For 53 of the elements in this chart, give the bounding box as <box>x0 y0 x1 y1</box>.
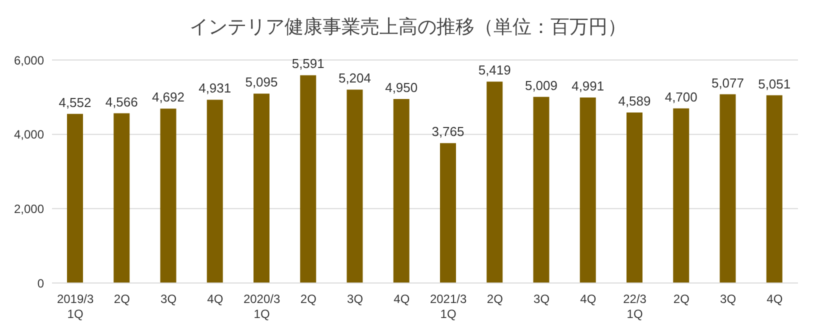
bar <box>393 99 410 283</box>
x-tick-label: 2021/3 1Q <box>430 292 467 321</box>
data-label: 4,931 <box>198 80 232 96</box>
bar <box>766 95 782 283</box>
x-tick-label: 3Q <box>534 292 550 306</box>
bar <box>346 90 363 283</box>
x-tick-label: 2019/3 1Q <box>56 292 94 321</box>
bar <box>160 108 176 283</box>
data-label: 5,591 <box>292 56 324 72</box>
x-tick-label: 3Q <box>720 292 736 306</box>
chart-title: インテリア健康事業売上高の推移（単位：百万円） <box>188 16 628 40</box>
data-label: 4,700 <box>664 89 698 104</box>
data-label: 5,419 <box>478 62 511 78</box>
x-tick-label: 3Q <box>347 292 364 306</box>
x-tick-label: 22/3 1Q <box>623 292 647 321</box>
bar <box>206 100 223 283</box>
bar <box>254 94 270 283</box>
data-label: 4,589 <box>618 93 651 108</box>
data-label: 4,552 <box>58 94 92 110</box>
data-label: 5,095 <box>245 74 278 90</box>
bar <box>580 98 596 283</box>
x-tick-label: 4Q <box>394 292 410 306</box>
bar <box>440 143 456 283</box>
data-label: 5,051 <box>758 76 791 92</box>
data-label: 4,950 <box>385 80 418 96</box>
y-tick-label: 2,000 <box>14 202 44 216</box>
y-tick-label: 6,000 <box>14 53 44 68</box>
data-label: 5,009 <box>524 78 558 93</box>
bar <box>67 114 83 283</box>
data-label: 4,991 <box>572 78 604 94</box>
x-tick-label: 2Q <box>673 292 690 306</box>
bar <box>114 113 130 283</box>
x-tick-label: 3Q <box>160 292 177 306</box>
y-tick-label: 0 <box>37 276 44 290</box>
data-label: 5,204 <box>338 70 372 86</box>
x-tick-label: 4Q <box>207 292 224 306</box>
x-tick-label: 2Q <box>114 292 130 306</box>
data-label: 4,566 <box>105 94 138 110</box>
bar <box>533 96 550 283</box>
data-label: 5,077 <box>711 75 744 90</box>
bar <box>673 108 690 283</box>
x-tick-label: 4Q <box>766 292 783 306</box>
bar <box>720 94 736 283</box>
x-tick-label: 4Q <box>580 292 596 306</box>
bar <box>300 75 316 283</box>
data-label: 4,692 <box>152 90 185 105</box>
x-tick-label: 2Q <box>300 292 316 306</box>
x-tick-label: 2020/3 1Q <box>243 292 280 321</box>
x-tick-label: 2Q <box>486 292 503 306</box>
bar <box>626 112 642 283</box>
data-label: 3,765 <box>432 124 464 140</box>
y-tick-label: 4,000 <box>14 128 44 142</box>
bar <box>486 82 503 283</box>
